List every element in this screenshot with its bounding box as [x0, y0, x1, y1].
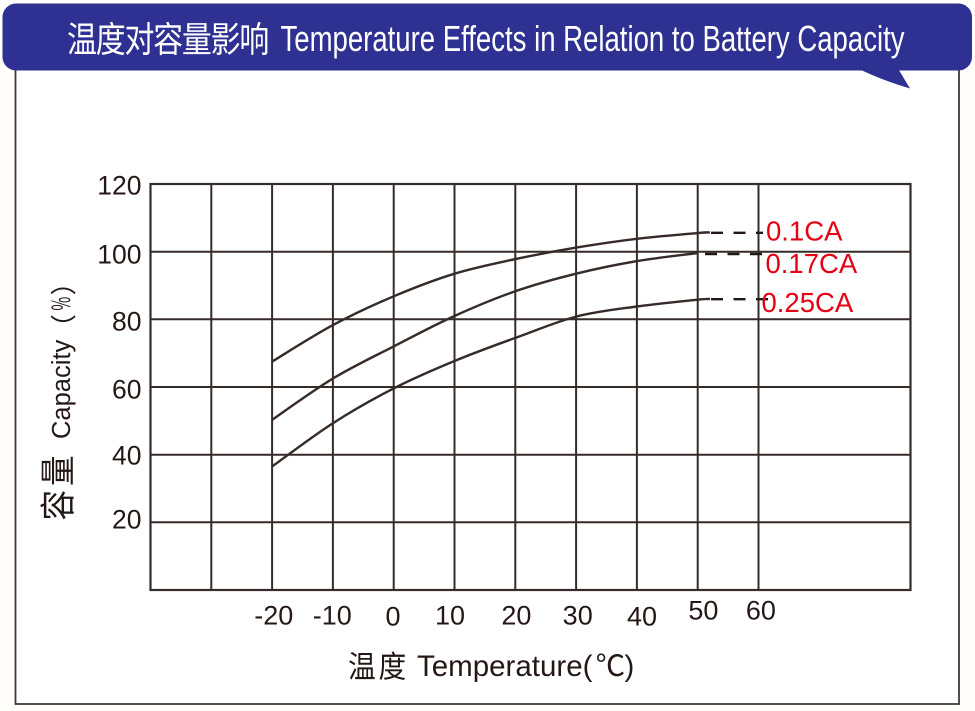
svg-text:50: 50: [688, 596, 718, 626]
svg-text:120: 120: [97, 170, 141, 200]
svg-text:20: 20: [501, 601, 531, 631]
svg-text:10: 10: [435, 601, 465, 631]
svg-text:100: 100: [97, 240, 141, 270]
svg-text:40: 40: [627, 602, 657, 632]
svg-text:Capacity: Capacity: [48, 340, 76, 439]
svg-text:Temperature Effects in Relatio: Temperature Effects in Relation to Batte…: [281, 18, 905, 59]
svg-text:40: 40: [112, 441, 141, 471]
svg-text:-10: -10: [313, 601, 352, 631]
svg-text:Temperature(: Temperature(: [417, 650, 593, 683]
svg-text:60: 60: [746, 596, 776, 626]
svg-text:0: 0: [385, 602, 400, 632]
svg-text:): ): [625, 650, 635, 683]
svg-text:80: 80: [112, 307, 141, 337]
svg-text:60: 60: [112, 375, 141, 405]
svg-text:0.25CA: 0.25CA: [762, 287, 854, 318]
svg-text:-20: -20: [254, 601, 293, 631]
svg-text:30: 30: [563, 601, 593, 631]
svg-text:0.17CA: 0.17CA: [766, 248, 858, 279]
svg-text:20: 20: [112, 505, 141, 535]
svg-text:0.1CA: 0.1CA: [766, 216, 843, 247]
